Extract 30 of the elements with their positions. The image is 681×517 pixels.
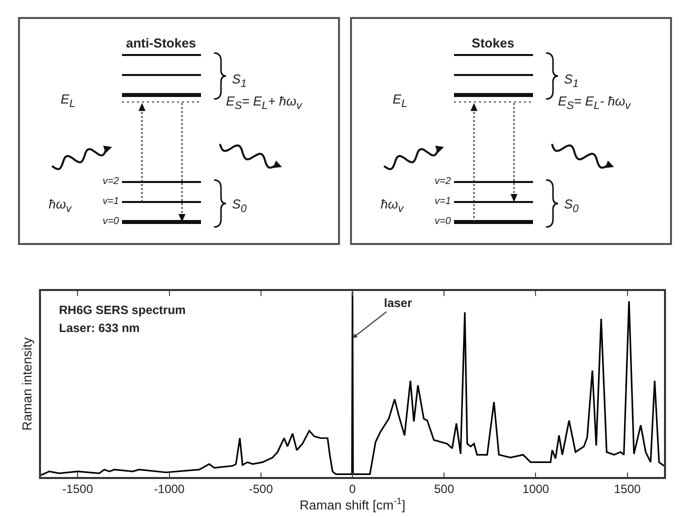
x-tick-label: 0 [349, 482, 356, 496]
x-axis-title: Raman shift [cm$^{-1}$] [300, 496, 406, 513]
text: v=2 [434, 176, 451, 187]
text: v=1 [434, 196, 451, 207]
text: E$_{S}$= E$_{L}$- ħω$_{v}$ [558, 93, 631, 112]
text: E$_{L}$ [60, 91, 76, 110]
text: ħω$_{v}$ [380, 196, 404, 215]
text: E$_{L}$ [392, 91, 408, 110]
x-tick-label: -1500 [62, 482, 94, 496]
x-tick-label: 500 [434, 482, 454, 496]
text: ħω$_{v}$ [48, 196, 72, 215]
text: E$_{S}$= E$_{L}$+ ħω$_{v}$ [226, 93, 302, 112]
annotation: laser [384, 296, 412, 310]
text: S$_{1}$ [232, 71, 247, 90]
text: v=0 [434, 216, 451, 227]
x-tick-label: 1000 [522, 482, 550, 496]
x-tick-label: -500 [248, 482, 274, 496]
text: v=2 [102, 176, 119, 187]
annotation: RH6G SERS spectrum [59, 303, 186, 317]
text: v=1 [102, 196, 119, 207]
text: S$_{1}$ [564, 71, 579, 90]
text: v=0 [102, 216, 119, 227]
text: S$_{0}$ [232, 196, 247, 215]
annotation: Laser: 633 nm [59, 321, 140, 335]
text: Stokes [472, 36, 514, 50]
x-tick-label: -1000 [154, 482, 185, 496]
y-axis-title: Raman intensity [20, 336, 35, 431]
text: anti-Stokes [126, 36, 196, 50]
text: S$_{0}$ [564, 196, 579, 215]
x-tick-label: 1500 [614, 482, 642, 496]
